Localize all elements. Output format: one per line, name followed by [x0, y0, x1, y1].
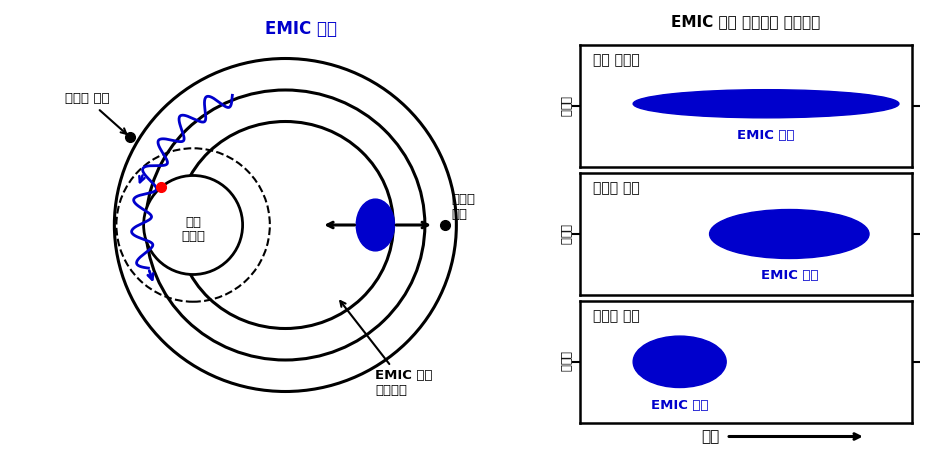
- Text: 자기권
위성: 자기권 위성: [451, 193, 476, 221]
- Text: EMIC 파동: EMIC 파동: [736, 129, 794, 142]
- Text: EMIC 파동: EMIC 파동: [760, 270, 818, 283]
- Ellipse shape: [709, 210, 868, 258]
- Y-axis label: 주파수: 주파수: [558, 96, 571, 117]
- Y-axis label: 주파수: 주파수: [558, 351, 571, 372]
- Text: 지상 관측소: 지상 관측소: [592, 54, 640, 68]
- Text: 전리권 위성: 전리권 위성: [592, 309, 640, 323]
- Text: 전리권 위성: 전리권 위성: [65, 93, 126, 134]
- Text: 자기권 위성: 자기권 위성: [592, 181, 640, 195]
- Text: EMIC 파동: EMIC 파동: [650, 399, 707, 411]
- Ellipse shape: [632, 336, 726, 387]
- Text: EMIC 파동: EMIC 파동: [265, 20, 337, 38]
- Text: EMIC 파동 다이나믹 스펙트럼: EMIC 파동 다이나믹 스펙트럼: [671, 14, 819, 29]
- Text: 시간: 시간: [701, 429, 718, 444]
- Text: 지상
관측소: 지상 관측소: [181, 216, 205, 243]
- Ellipse shape: [632, 90, 898, 118]
- Circle shape: [144, 176, 242, 274]
- Text: EMIC 파동
발생지역: EMIC 파동 발생지역: [340, 301, 432, 397]
- Y-axis label: 주파수: 주파수: [558, 224, 571, 244]
- Ellipse shape: [356, 199, 394, 251]
